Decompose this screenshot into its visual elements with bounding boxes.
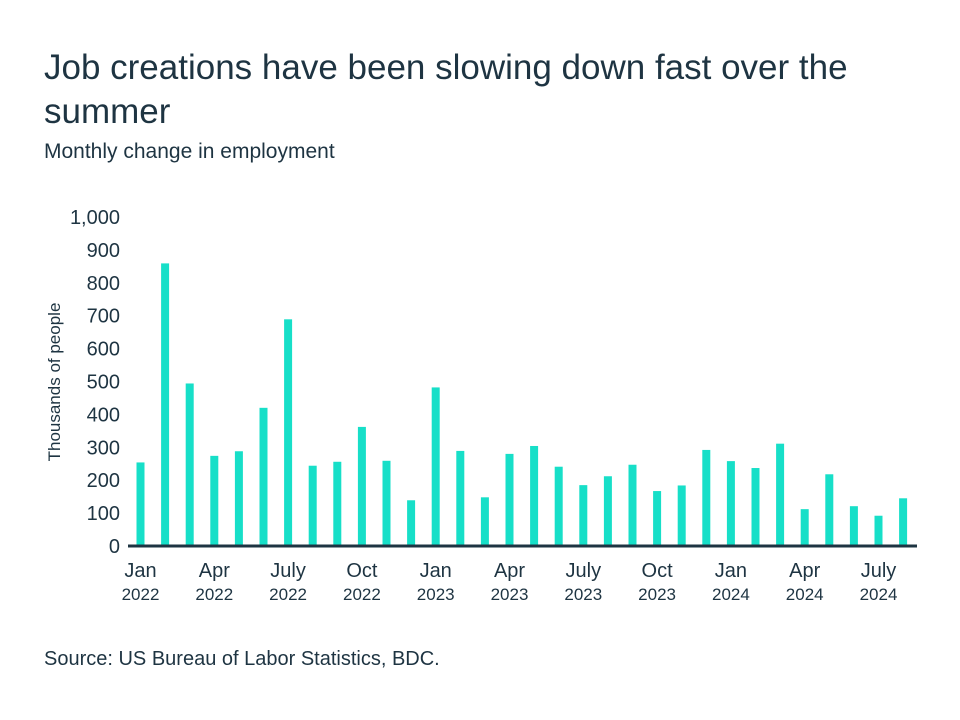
x-tick-month: Jan bbox=[420, 560, 452, 582]
bar: May 2024: 218 bbox=[825, 474, 834, 546]
bar: May 2023: 304 bbox=[530, 445, 539, 546]
bar: Jun 2023: 241 bbox=[554, 466, 563, 546]
y-axis-ticks: 0 100 200 300 400 500 600 700 800 900 1,000 bbox=[70, 207, 120, 558]
x-tick-year: 2023 bbox=[638, 585, 676, 604]
bar: Feb 2022: 859 bbox=[161, 263, 170, 546]
bar: Feb 2023: 289 bbox=[456, 450, 465, 546]
bar: Jan 2024: 258 bbox=[726, 461, 735, 546]
y-tick-label: 800 bbox=[87, 273, 120, 295]
x-tick-year: 2022 bbox=[122, 585, 160, 604]
bar: Oct 2023: 167 bbox=[653, 491, 662, 546]
x-tick-year: 2024 bbox=[712, 585, 750, 604]
y-tick-label: 700 bbox=[87, 306, 120, 328]
bars: Jan 2022: 254 Feb 2022: 859 Mar 2022: 494 A… bbox=[136, 263, 908, 546]
x-tick-month: July bbox=[270, 560, 306, 582]
bar: Jul 2023: 185 bbox=[579, 485, 588, 546]
bar: Aug 2023: 212 bbox=[603, 476, 612, 546]
x-tick-year: 2022 bbox=[269, 585, 307, 604]
y-tick-label: 400 bbox=[87, 404, 120, 426]
x-tick-month: Apr bbox=[494, 560, 525, 582]
bar: Aug 2024: 145 bbox=[899, 498, 908, 546]
source-note: Source: US Bureau of Labor Statistics, B… bbox=[44, 648, 440, 670]
bar: Sep 2023: 247 bbox=[628, 464, 637, 546]
y-tick-label: 500 bbox=[87, 372, 120, 394]
bar: Aug 2022: 244 bbox=[308, 465, 317, 546]
y-tick-label: 600 bbox=[87, 339, 120, 361]
bar: Apr 2024: 112 bbox=[800, 509, 809, 546]
bar: Mar 2022: 494 bbox=[185, 383, 194, 546]
x-tick-month: July bbox=[861, 560, 897, 582]
x-tick-month: Apr bbox=[789, 560, 820, 582]
bar: Dec 2023: 292 bbox=[702, 449, 711, 546]
bar: Mar 2024: 311 bbox=[776, 443, 785, 546]
bar: Jan 2023: 482 bbox=[431, 387, 440, 546]
bar: Apr 2023: 280 bbox=[505, 453, 514, 546]
x-tick-year: 2023 bbox=[564, 585, 602, 604]
x-tick-year: 2022 bbox=[343, 585, 381, 604]
y-tick-label: 100 bbox=[87, 503, 120, 525]
x-tick-month: Oct bbox=[346, 560, 378, 582]
bar: Jun 2022: 420 bbox=[259, 407, 268, 546]
bar: Apr 2022: 274 bbox=[210, 455, 219, 546]
x-tick-year: 2023 bbox=[491, 585, 529, 604]
bar: Feb 2024: 237 bbox=[751, 468, 760, 546]
x-tick-month: Oct bbox=[642, 560, 674, 582]
y-axis-label: Thousands of people bbox=[45, 303, 64, 462]
x-tick-year: 2024 bbox=[786, 585, 824, 604]
y-tick-label: 1,000 bbox=[70, 207, 120, 229]
bar: Jun 2024: 121 bbox=[849, 506, 858, 546]
bar: Nov 2022: 259 bbox=[382, 460, 391, 546]
x-tick-month: Apr bbox=[199, 560, 230, 582]
x-tick-year: 2023 bbox=[417, 585, 455, 604]
bar: Sep 2022: 256 bbox=[333, 461, 342, 546]
x-tick-month: Jan bbox=[124, 560, 156, 582]
y-tick-label: 300 bbox=[87, 437, 120, 459]
chart-subtitle: Monthly change in employment bbox=[44, 140, 335, 163]
chart-title: Job creations have been slowing down fas… bbox=[44, 48, 848, 131]
bar: Jul 2024: 92 bbox=[874, 515, 883, 546]
x-tick-year: 2022 bbox=[195, 585, 233, 604]
x-tick-month: Jan bbox=[715, 560, 747, 582]
bar: Mar 2023: 148 bbox=[480, 497, 489, 546]
bar: Jul 2022: 689 bbox=[284, 319, 293, 546]
bar: Jan 2022: 254 bbox=[136, 462, 145, 546]
bar: Dec 2022: 139 bbox=[407, 500, 416, 546]
y-tick-label: 900 bbox=[87, 240, 120, 262]
x-tick-year: 2024 bbox=[860, 585, 898, 604]
y-tick-label: 200 bbox=[87, 470, 120, 492]
y-tick-label: 0 bbox=[109, 536, 120, 558]
bar: Nov 2023: 184 bbox=[677, 485, 686, 546]
bar: Oct 2022: 362 bbox=[357, 426, 366, 546]
x-axis-ticks: Jan 2022 Apr 2022 July 2022 Oct 2022 Jan 2023 Apr 2… bbox=[122, 560, 898, 604]
x-tick-month: July bbox=[566, 560, 602, 582]
bar: May 2022: 288 bbox=[234, 451, 243, 546]
